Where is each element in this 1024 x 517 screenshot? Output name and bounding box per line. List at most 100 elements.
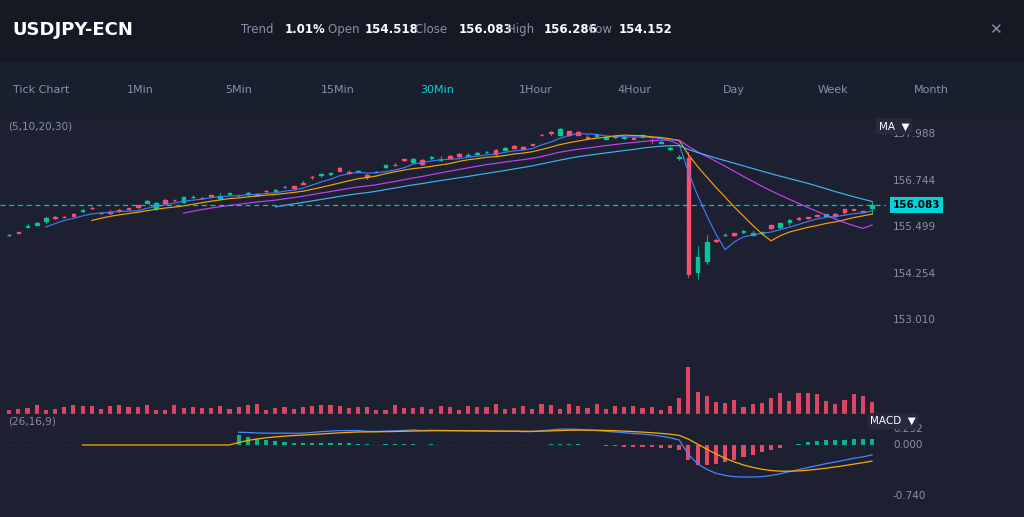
Bar	[347, 408, 351, 414]
Bar	[631, 406, 636, 414]
Bar	[640, 407, 644, 414]
Text: 5Min: 5Min	[225, 85, 252, 96]
Text: 155.499: 155.499	[893, 222, 936, 232]
Bar	[374, 410, 379, 414]
Bar	[695, 445, 699, 465]
Bar	[292, 409, 296, 414]
Bar	[613, 445, 617, 446]
Bar	[301, 443, 305, 445]
Bar	[494, 150, 498, 154]
Bar	[613, 406, 617, 414]
Bar	[806, 443, 810, 445]
Bar	[356, 171, 359, 172]
Bar	[751, 233, 755, 235]
Bar	[109, 406, 113, 414]
Bar	[732, 445, 736, 460]
Bar	[109, 212, 112, 213]
Bar	[549, 444, 553, 445]
Bar	[815, 215, 819, 216]
Bar	[329, 443, 333, 445]
Text: 156.083: 156.083	[893, 200, 940, 210]
Bar	[723, 445, 727, 462]
Bar	[530, 409, 535, 414]
Bar	[218, 406, 222, 414]
Bar	[577, 406, 581, 414]
Bar	[99, 409, 103, 414]
Bar	[466, 155, 470, 156]
Bar	[466, 406, 470, 414]
Bar	[118, 405, 122, 414]
Bar	[16, 232, 20, 233]
Bar	[705, 397, 709, 414]
Text: Trend: Trend	[241, 23, 276, 37]
Bar	[366, 175, 369, 177]
Bar	[797, 218, 801, 219]
Bar	[751, 445, 755, 454]
Bar	[760, 403, 764, 414]
Bar	[870, 439, 874, 445]
Bar	[558, 444, 562, 445]
Text: USDJPY-ECN: USDJPY-ECN	[12, 21, 133, 39]
Bar	[686, 367, 690, 414]
Bar	[90, 406, 94, 414]
Bar	[338, 168, 341, 171]
Text: 1Min: 1Min	[127, 85, 154, 96]
Text: 4Hour: 4Hour	[617, 85, 652, 96]
Bar	[705, 445, 709, 465]
Bar	[35, 405, 39, 414]
Text: Low: Low	[589, 23, 615, 37]
Bar	[383, 410, 387, 414]
Bar	[411, 444, 415, 445]
Bar	[411, 408, 415, 414]
Bar	[420, 407, 424, 414]
Bar	[246, 193, 250, 194]
Bar	[695, 392, 699, 414]
Bar	[503, 409, 507, 414]
Bar	[301, 407, 305, 414]
Bar	[412, 159, 415, 162]
Bar	[632, 138, 635, 139]
Bar	[484, 407, 488, 414]
Bar	[604, 409, 608, 414]
Bar	[200, 408, 204, 414]
Bar	[310, 443, 314, 445]
Bar	[659, 142, 663, 143]
Bar	[227, 193, 231, 194]
Text: Tick Chart: Tick Chart	[12, 85, 70, 96]
Bar	[778, 223, 782, 227]
Bar	[99, 212, 102, 214]
Bar	[338, 406, 342, 414]
Text: 0.232: 0.232	[893, 424, 923, 434]
Text: Open: Open	[328, 23, 362, 37]
Bar	[44, 409, 48, 414]
Bar	[668, 445, 672, 448]
Bar	[843, 209, 846, 212]
Bar	[81, 405, 85, 414]
Text: Day: Day	[723, 85, 744, 96]
Bar	[283, 407, 287, 414]
Bar	[26, 407, 30, 414]
Text: Month: Month	[914, 85, 949, 96]
Bar	[815, 442, 819, 445]
Bar	[649, 445, 653, 447]
Bar	[447, 407, 452, 414]
Bar	[255, 194, 259, 195]
Bar	[218, 196, 222, 199]
Bar	[338, 443, 342, 445]
Bar	[264, 440, 268, 445]
Bar	[181, 408, 185, 414]
Bar	[577, 132, 581, 135]
Bar	[475, 407, 479, 414]
Bar	[741, 445, 745, 457]
Bar	[512, 146, 516, 148]
Bar	[155, 204, 158, 208]
Bar	[668, 406, 672, 414]
Bar	[62, 407, 67, 414]
Bar	[870, 205, 873, 208]
Bar	[769, 445, 773, 450]
Text: 156.286: 156.286	[544, 23, 598, 37]
Bar	[273, 407, 278, 414]
Bar	[190, 407, 195, 414]
Bar	[438, 159, 442, 160]
Bar	[319, 443, 324, 445]
